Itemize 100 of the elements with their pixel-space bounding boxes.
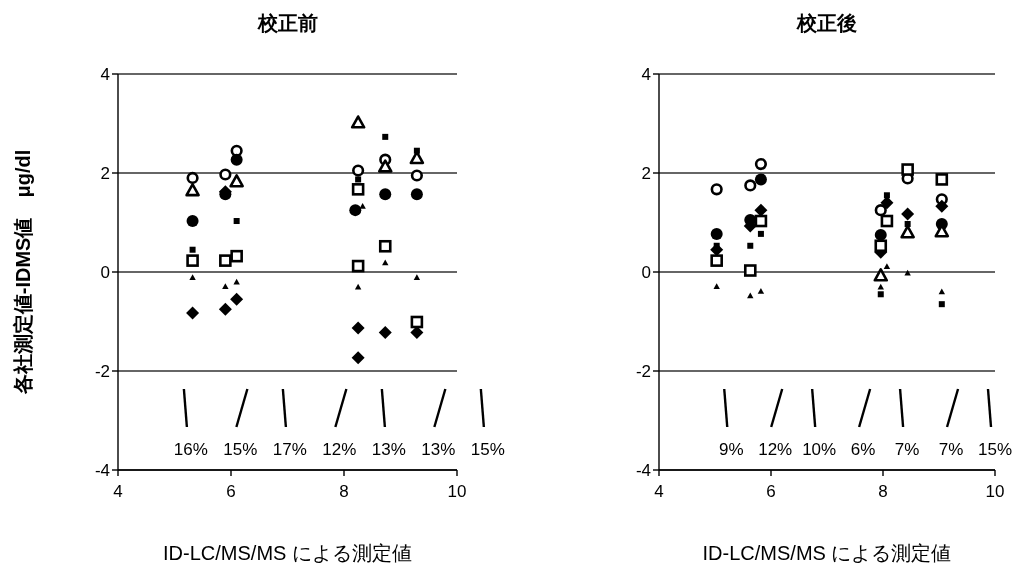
point <box>349 204 362 217</box>
annotation: 7% <box>938 440 964 459</box>
point <box>757 230 764 237</box>
point <box>377 159 393 173</box>
y-tick-label: -4 <box>94 461 110 480</box>
x-axis-title: ID-LC/MS/MS による測定値 <box>702 542 952 564</box>
point <box>378 239 392 253</box>
point <box>230 249 243 263</box>
chart-title: 校正前 <box>256 12 318 34</box>
x-tick-label: 10 <box>985 482 1005 501</box>
y-tick-label: 2 <box>100 164 110 183</box>
point <box>410 169 423 182</box>
point <box>901 163 914 176</box>
y-tick-label: 0 <box>100 263 110 282</box>
annotation: 9% <box>718 440 744 459</box>
point <box>352 164 365 177</box>
annotation: 16% <box>173 440 208 459</box>
point <box>382 133 389 140</box>
annotation: 15% <box>223 440 258 459</box>
y-tick-label: 2 <box>641 164 651 183</box>
point <box>935 173 949 186</box>
point <box>222 283 229 289</box>
point <box>935 199 949 213</box>
point <box>351 321 365 335</box>
point <box>873 268 889 282</box>
annotation: 7% <box>894 440 920 459</box>
point <box>351 259 365 273</box>
point <box>900 225 915 239</box>
point <box>877 291 884 298</box>
x-tick-label: 4 <box>654 482 664 501</box>
annotation: 10% <box>802 440 837 459</box>
point <box>747 242 754 249</box>
point <box>413 147 420 154</box>
y-tick-label: -2 <box>635 362 651 381</box>
point <box>938 301 945 308</box>
point <box>351 351 365 365</box>
point <box>880 214 894 228</box>
point <box>189 274 196 281</box>
point <box>219 168 232 181</box>
point <box>754 173 767 186</box>
point <box>413 274 421 281</box>
point <box>379 188 392 201</box>
point <box>350 115 366 129</box>
point <box>410 315 424 329</box>
point <box>186 215 199 228</box>
point <box>757 288 765 294</box>
annotation: 12% <box>322 440 357 459</box>
point <box>754 203 768 217</box>
point <box>904 220 911 227</box>
x-axis-title: ID-LC/MS/MS による測定値 <box>163 542 412 564</box>
point <box>880 196 894 210</box>
chart-title: 校正後 <box>796 12 857 34</box>
point <box>713 283 720 289</box>
point <box>904 269 911 276</box>
point <box>351 183 365 196</box>
point <box>754 214 768 228</box>
point <box>754 157 768 171</box>
y-tick-label: 0 <box>641 263 651 282</box>
point <box>382 259 389 266</box>
point <box>874 239 888 253</box>
annotation: 17% <box>272 440 307 459</box>
point <box>229 174 244 188</box>
point <box>883 192 890 199</box>
point <box>219 254 232 267</box>
x-tick-label: 8 <box>339 482 349 501</box>
annotation: 6% <box>850 440 876 459</box>
y-axis-title: 各社測定値-IDMS値 μg/dl <box>12 149 34 396</box>
x-tick-label: 6 <box>766 482 776 501</box>
point <box>186 306 200 320</box>
annotation: 12% <box>758 440 793 459</box>
annotation: 13% <box>371 440 406 459</box>
point <box>874 204 887 217</box>
x-tick-label: 8 <box>878 482 888 501</box>
point <box>218 302 232 316</box>
point <box>230 292 244 306</box>
x-tick-label: 6 <box>226 482 236 501</box>
y-tick-label: -2 <box>94 362 110 381</box>
point <box>710 254 723 267</box>
x-tick-label: 4 <box>113 482 123 501</box>
point <box>883 263 891 270</box>
annotation: 13% <box>421 440 456 459</box>
point <box>710 227 723 240</box>
point <box>744 179 757 192</box>
point <box>743 264 757 277</box>
point <box>233 218 240 225</box>
point <box>710 183 723 196</box>
point <box>901 207 915 221</box>
text: 15% <box>470 440 505 459</box>
x-tick-label: 10 <box>447 482 467 501</box>
y-tick-label: 4 <box>100 65 110 84</box>
point <box>186 254 199 267</box>
point <box>189 246 196 253</box>
annotation: 15% <box>977 440 1013 459</box>
y-tick-label: -4 <box>635 461 651 480</box>
point <box>359 202 366 209</box>
point <box>378 325 392 339</box>
point <box>185 183 200 197</box>
point <box>186 171 199 185</box>
point <box>355 176 362 183</box>
point <box>410 188 423 201</box>
